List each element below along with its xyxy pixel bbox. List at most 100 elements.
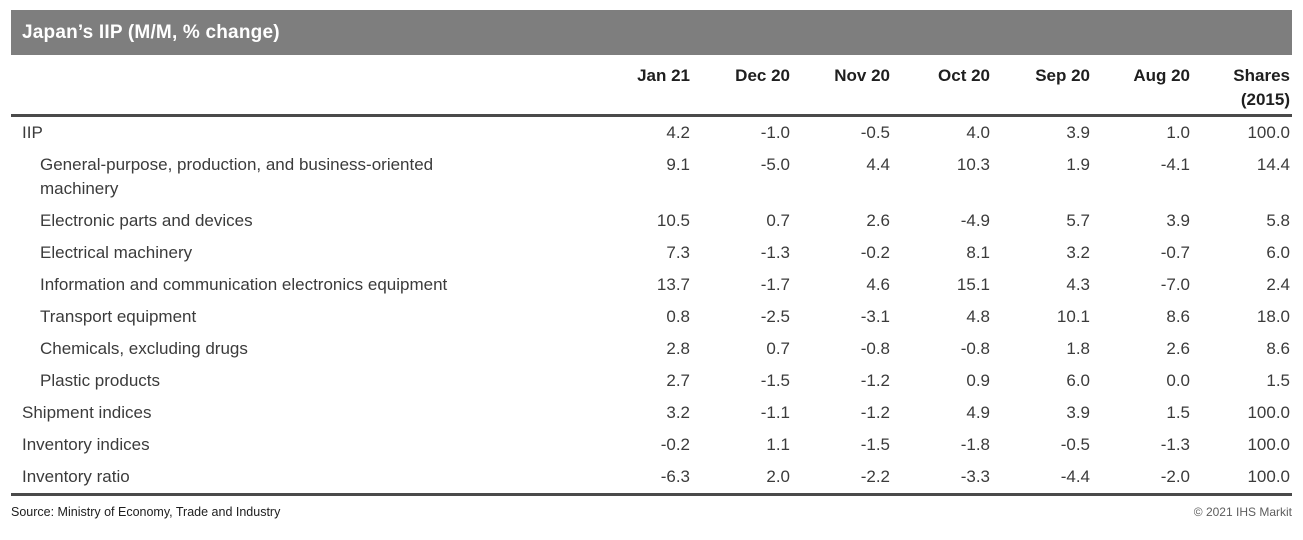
cell-value: -2.5 <box>760 307 790 326</box>
cell-value: 10.3 <box>956 155 990 174</box>
table-title-bar: Japan’s IIP (M/M, % change) <box>11 10 1292 55</box>
copyright-note: © 2021 IHS Markit <box>1193 505 1292 519</box>
cell-value: 2.0 <box>766 467 790 486</box>
cell-value: -0.7 <box>1160 243 1190 262</box>
cell-value: -7.0 <box>1160 275 1190 294</box>
cell-value: 5.8 <box>1266 211 1290 230</box>
row-label: Inventory ratio <box>22 467 130 486</box>
row-label: Chemicals, excluding drugs <box>40 339 248 358</box>
cell-value: -3.3 <box>960 467 990 486</box>
cell-value: 10.1 <box>1056 307 1090 326</box>
cell-value: 15.1 <box>956 275 990 294</box>
cell-value: 0.9 <box>966 371 990 390</box>
cell-value: -1.2 <box>860 403 890 422</box>
cell-value: -1.0 <box>760 123 790 142</box>
cell-value: 1.5 <box>1266 371 1290 390</box>
cell-value: 0.0 <box>1166 371 1190 390</box>
cell-value: 1.9 <box>1066 155 1090 174</box>
cell-value: -0.5 <box>1060 435 1090 454</box>
col-header-sep20: Sep 20 <box>992 55 1092 117</box>
table-title: Japan’s IIP (M/M, % change) <box>22 22 280 43</box>
cell-value: 100.0 <box>1247 123 1290 142</box>
cell-value: 0.7 <box>766 339 790 358</box>
cell-value: 5.7 <box>1066 211 1090 230</box>
cell-value: -2.2 <box>860 467 890 486</box>
cell-value: 13.7 <box>656 275 690 294</box>
table-row: IIP 4.2 -1.0 -0.5 4.0 3.9 1.0 100.0 <box>11 116 1292 150</box>
col-header-oct20: Oct 20 <box>892 55 992 117</box>
col-header-aug20: Aug 20 <box>1092 55 1192 117</box>
cell-value: -0.8 <box>860 339 890 358</box>
cell-value: 8.6 <box>1266 339 1290 358</box>
table-body: IIP 4.2 -1.0 -0.5 4.0 3.9 1.0 100.0 General-purp… <box>11 116 1292 495</box>
cell-value: -1.7 <box>760 275 790 294</box>
table-row: Chemicals, excluding drugs 2.8 0.7 -0.8 -0.8… <box>11 333 1292 365</box>
table-row: Electronic parts and devices 10.5 0.7 2.6 -4… <box>11 205 1292 237</box>
cell-value: -1.3 <box>760 243 790 262</box>
col-header-dec20: Dec 20 <box>692 55 792 117</box>
cell-value: -4.1 <box>1160 155 1190 174</box>
cell-value: 1.0 <box>1166 123 1190 142</box>
cell-value: -6.3 <box>660 467 690 486</box>
cell-value: 2.6 <box>866 211 890 230</box>
cell-value: 2.4 <box>1266 275 1290 294</box>
row-label: Shipment indices <box>22 403 152 422</box>
col-header-empty <box>11 55 592 117</box>
cell-value: 2.8 <box>666 339 690 358</box>
cell-value: 4.6 <box>866 275 890 294</box>
cell-value: 4.8 <box>966 307 990 326</box>
row-label: Plastic products <box>40 371 160 390</box>
cell-value: 100.0 <box>1247 435 1290 454</box>
cell-value: 1.8 <box>1066 339 1090 358</box>
header-row: Jan 21 Dec 20 Nov 20 Oct 20 Sep 20 Aug 2… <box>11 55 1292 117</box>
cell-value: 1.5 <box>1166 403 1190 422</box>
cell-value: 100.0 <box>1247 403 1290 422</box>
cell-value: 3.2 <box>1066 243 1090 262</box>
col-header-nov20: Nov 20 <box>792 55 892 117</box>
cell-value: 4.2 <box>666 123 690 142</box>
row-label: Inventory indices <box>22 435 150 454</box>
cell-value: 2.7 <box>666 371 690 390</box>
cell-value: 10.5 <box>656 211 690 230</box>
cell-value: 4.4 <box>866 155 890 174</box>
table-row: Transport equipment 0.8 -2.5 -3.1 4.8 10.1 8.6… <box>11 301 1292 333</box>
table-row: Shipment indices 3.2 -1.1 -1.2 4.9 3.9 1.5 100.… <box>11 397 1292 429</box>
row-label: IIP <box>22 123 43 142</box>
col-header-shares-line2: (2015) <box>1240 90 1290 109</box>
cell-value: 2.6 <box>1166 339 1190 358</box>
cell-value: 4.0 <box>966 123 990 142</box>
data-table: Jan 21 Dec 20 Nov 20 Oct 20 Sep 20 Aug 2… <box>11 55 1292 496</box>
cell-value: -1.8 <box>960 435 990 454</box>
col-header-shares-line1: Shares <box>1233 66 1290 85</box>
cell-value: -0.8 <box>960 339 990 358</box>
col-header-shares: Shares (2015) <box>1192 55 1292 117</box>
row-label: Information and communication electronic… <box>40 275 448 294</box>
cell-value: -1.2 <box>860 371 890 390</box>
row-label: General-purpose, production, and busines… <box>40 155 434 198</box>
cell-value: -0.2 <box>860 243 890 262</box>
table-row: Information and communication electronic… <box>11 269 1292 301</box>
row-label: Electronic parts and devices <box>40 211 253 230</box>
cell-value: -4.9 <box>960 211 990 230</box>
cell-value: 6.0 <box>1266 243 1290 262</box>
cell-value: 14.4 <box>1256 155 1290 174</box>
cell-value: 6.0 <box>1066 371 1090 390</box>
cell-value: -3.1 <box>860 307 890 326</box>
cell-value: 18.0 <box>1256 307 1290 326</box>
cell-value: 0.7 <box>766 211 790 230</box>
row-label: Electrical machinery <box>40 243 193 262</box>
cell-value: -1.3 <box>1160 435 1190 454</box>
source-note: Source: Ministry of Economy, Trade and I… <box>11 505 281 519</box>
cell-value: 3.2 <box>666 403 690 422</box>
table-row: Inventory indices -0.2 1.1 -1.5 -1.8 -0.5 -1.3… <box>11 429 1292 461</box>
cell-value: 4.9 <box>966 403 990 422</box>
table-row: Electrical machinery 7.3 -1.3 -0.2 8.1 3.2 -0.… <box>11 237 1292 269</box>
cell-value: 4.3 <box>1066 275 1090 294</box>
cell-value: -1.5 <box>860 435 890 454</box>
table-row: Inventory ratio -6.3 2.0 -2.2 -3.3 -4.4 -2.0 10… <box>11 461 1292 495</box>
cell-value: -0.2 <box>660 435 690 454</box>
table-footer: Source: Ministry of Economy, Trade and I… <box>11 505 1292 519</box>
cell-value: 1.1 <box>766 435 790 454</box>
table-row: General-purpose, production, and busines… <box>11 149 1292 205</box>
